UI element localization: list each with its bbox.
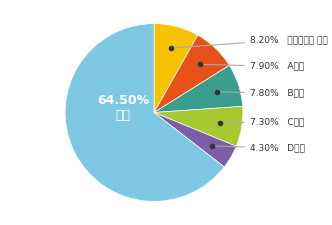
Text: 7.30%   C병원: 7.30% C병원 bbox=[223, 117, 304, 126]
Wedge shape bbox=[65, 24, 224, 201]
Text: 8.20%   서울대학교 병원: 8.20% 서울대학교 병원 bbox=[174, 35, 328, 48]
Text: 64.50%
기타: 64.50% 기타 bbox=[97, 94, 149, 122]
Wedge shape bbox=[154, 112, 236, 167]
Wedge shape bbox=[154, 106, 243, 146]
Text: 7.80%   B병원: 7.80% B병원 bbox=[220, 88, 304, 97]
Wedge shape bbox=[154, 65, 243, 112]
Wedge shape bbox=[154, 35, 229, 112]
Wedge shape bbox=[154, 24, 198, 112]
Text: 7.90%   A병원: 7.90% A병원 bbox=[203, 62, 304, 71]
Text: 4.30%   D병원: 4.30% D병원 bbox=[214, 144, 305, 153]
